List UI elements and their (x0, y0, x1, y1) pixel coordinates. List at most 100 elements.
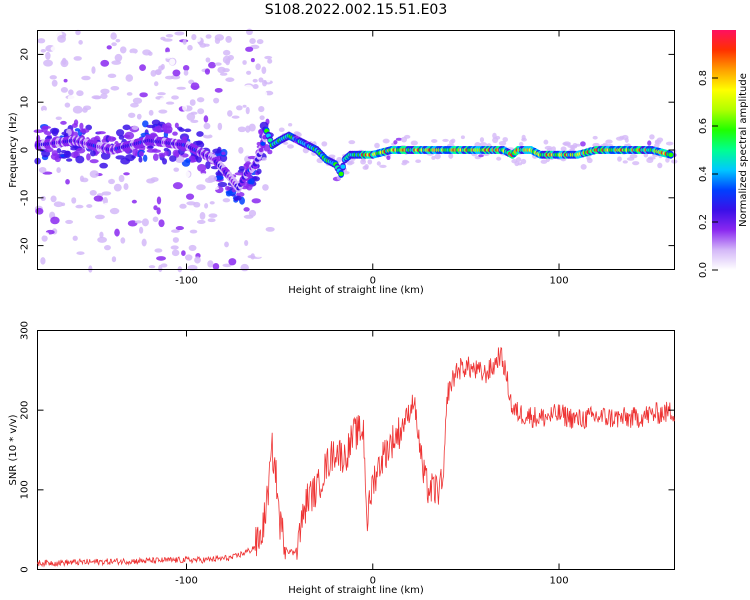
spectrogram-cell (40, 195, 46, 201)
spectrogram-cell (282, 141, 289, 145)
spectrogram-cell (131, 61, 137, 66)
spectrogram-cell (75, 155, 85, 164)
spectrogram-cell (76, 147, 86, 154)
spectrogram-cell (492, 132, 497, 139)
spectrogram-cell (91, 66, 96, 74)
spectrogram-cell (93, 195, 104, 202)
spectrogram-cell (131, 155, 137, 159)
spectrogram-cell (41, 235, 48, 242)
spectrogram-cell (212, 181, 217, 188)
spectrogram-x-tick-label: 100 (549, 276, 568, 287)
spectrogram-cell (431, 155, 436, 160)
spectrogram-cell (245, 191, 254, 198)
spectrogram-cell (152, 216, 159, 223)
spectrogram-cell (360, 159, 367, 165)
spectrogram-cell (33, 129, 44, 134)
spectrogram-cell (562, 142, 568, 146)
snr-y-tick-label: 0 (20, 566, 31, 572)
spectrogram-cell (632, 161, 640, 166)
spectrogram-cell (171, 249, 180, 257)
spectrogram-cell (114, 53, 123, 62)
spectrogram-cell (262, 184, 269, 191)
spectrogram-cell (205, 161, 211, 170)
spectrogram-cell (401, 136, 408, 143)
spectrogram-x-tick-label: 0 (370, 276, 376, 287)
spectrogram-cell (225, 185, 230, 191)
spectrogram-cell (203, 43, 210, 47)
spectrogram-cell (72, 105, 83, 114)
spectrogram-cell (189, 229, 198, 234)
spectrogram-cell (340, 164, 346, 169)
spectrogram-cell (256, 168, 262, 175)
spectrogram-cell (665, 157, 670, 163)
spectrogram-cell (169, 155, 177, 162)
spectrogram-cell (449, 139, 455, 145)
spectrogram-cell (129, 48, 138, 54)
spectrogram-cell (79, 122, 84, 130)
spectrogram-cell (254, 238, 262, 244)
spectrogram-cell (174, 31, 185, 36)
spectrogram-cell (175, 226, 184, 231)
spectrogram-cell (40, 105, 47, 112)
spectrogram-cell (134, 255, 143, 262)
spectrogram-cell (35, 207, 44, 215)
spectrogram-cell (196, 131, 204, 137)
spectrogram-y-tick-label: -10 (20, 190, 31, 206)
spectrogram-cell (224, 241, 229, 248)
spectrogram-cell (162, 246, 170, 253)
spectrogram-y-tick-label: -20 (20, 237, 31, 253)
spectrogram-cell (222, 198, 231, 203)
spectrogram-cell (278, 127, 285, 133)
spectrogram-cell (181, 250, 186, 256)
spectrogram-cell (190, 119, 199, 123)
spectrogram-cell (348, 140, 356, 145)
spectrogram-cell (551, 146, 556, 152)
spectrogram-cell (52, 55, 57, 60)
spectrogram-cell (43, 66, 53, 71)
spectrogram-cell (156, 256, 166, 261)
spectrogram-cell (196, 140, 201, 145)
spectrogram-cell (255, 63, 261, 71)
spectrogram-cell (264, 55, 273, 60)
spectrogram-cell (172, 237, 179, 243)
spectrogram-cell (233, 227, 242, 234)
spectrogram-cell (165, 101, 175, 105)
spectrogram-cell (647, 156, 656, 160)
spectrogram-cell (252, 84, 259, 89)
spectrogram-cell (75, 73, 81, 81)
spectrogram-cell (410, 140, 418, 146)
spectrogram-cell (51, 234, 60, 240)
spectrogram-cell (152, 153, 159, 161)
spectrogram-cell (401, 162, 407, 166)
spectrogram-cell (84, 254, 95, 259)
colorbar-tick-label: 0.8 (698, 70, 709, 86)
spectrogram-cell (141, 238, 147, 247)
spectrogram-cell (203, 115, 209, 123)
spectrogram-cell (215, 250, 224, 258)
spectrogram-cell (157, 99, 163, 107)
spectrogram-cell (543, 139, 549, 145)
spectrogram-cell (139, 92, 148, 98)
spectrogram-cell (221, 151, 226, 156)
spectrogram-cell (82, 107, 88, 113)
spectrogram-cell (194, 256, 201, 264)
spectrogram-cell (240, 263, 249, 272)
spectrogram-cell (204, 68, 211, 75)
spectrogram-cell (110, 85, 120, 91)
spectrogram-cell (104, 172, 113, 180)
spectrogram-cell (246, 65, 252, 70)
spectrogram-cell (245, 106, 250, 115)
spectrogram-cell (56, 148, 62, 154)
spectrogram-cell (182, 65, 190, 71)
spectrogram-cell (205, 34, 212, 39)
spectrogram-cell (99, 231, 104, 239)
spectrogram-cell (163, 51, 174, 59)
spectrogram-cell (183, 70, 189, 76)
spectrogram-cell (209, 201, 215, 205)
spectrogram-cell (55, 116, 62, 120)
spectrogram-cell (188, 155, 196, 161)
spectrogram-cell (185, 193, 195, 200)
spectrogram-cell (196, 97, 205, 103)
spectrogram-cell (448, 153, 454, 159)
spectrogram-cell (580, 164, 587, 170)
